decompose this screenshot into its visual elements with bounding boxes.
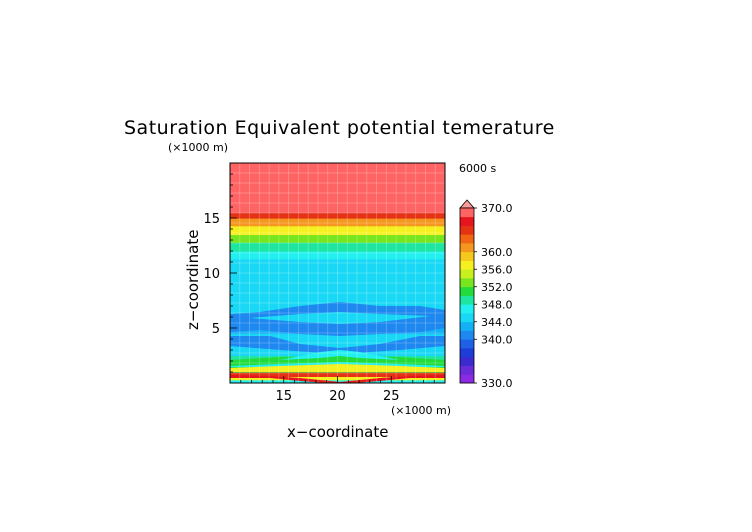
time-label: 6000 s <box>459 162 496 175</box>
colorbar-swatch <box>460 348 474 358</box>
x-tick-label: 25 <box>383 389 400 404</box>
contour-band <box>230 225 445 236</box>
colorbar-tick-label: 340.0 <box>481 333 513 346</box>
colorbar-extend-arrow <box>459 199 475 209</box>
colorbar-swatch <box>460 234 474 244</box>
contour-band <box>230 212 445 219</box>
colorbar-swatch <box>460 278 474 288</box>
contour-band <box>230 344 445 351</box>
y-tick-label: 15 <box>203 212 220 227</box>
colorbar-swatch <box>460 339 474 349</box>
contour-band <box>230 234 445 243</box>
colorbar-swatch <box>460 365 474 375</box>
colorbar: 370.0 360.0 356.0 352.0 348.0 344.0 340.0 330.0 <box>459 199 513 390</box>
colorbar-swatch <box>460 251 474 261</box>
y-tick-label: 10 <box>203 267 220 282</box>
colorbar-swatch <box>460 295 474 305</box>
colorbar-swatch <box>460 286 474 296</box>
contour-band <box>230 278 445 296</box>
contour-band <box>230 361 445 368</box>
colorbar-swatch <box>460 208 474 218</box>
colorbar-tick-label: 352.0 <box>481 281 513 294</box>
chart-title: Saturation Equivalent potential temeratu… <box>124 117 555 139</box>
contour-band <box>230 267 445 280</box>
colorbar-tick-label: 344.0 <box>481 316 513 329</box>
contour-band <box>230 258 445 269</box>
contour-band <box>230 242 445 252</box>
colorbar-swatch <box>460 330 474 340</box>
y-axis-label: z−coordinate <box>184 230 202 330</box>
colorbar-tick-label: 370.0 <box>481 202 513 215</box>
y-axis: 5 10 15 <box>203 173 237 373</box>
colorbar-tick-label: 330.0 <box>481 377 513 390</box>
colorbar-swatch <box>460 243 474 253</box>
colorbar-swatch <box>460 269 474 279</box>
contour-band <box>230 163 445 214</box>
contour-band <box>230 372 445 377</box>
colorbar-swatches <box>460 208 474 384</box>
colorbar-frame <box>459 207 475 384</box>
y-tick-label: 5 <box>212 322 220 337</box>
low-level-blue-contour <box>230 336 445 354</box>
colorbar-tick-label: 360.0 <box>481 246 513 259</box>
x-tick-label: 15 <box>275 389 292 404</box>
x-axis: 15 20 25 <box>240 376 435 404</box>
colorbar-swatch <box>460 374 474 384</box>
contour-band <box>230 333 445 346</box>
contour-band <box>230 251 445 260</box>
colorbar-swatch <box>460 225 474 235</box>
surface-yellow-layer <box>230 364 445 372</box>
low-level-cyan-arch <box>280 350 400 360</box>
colorbar-swatch <box>460 313 474 323</box>
colorbar-labels: 370.0 360.0 356.0 352.0 348.0 344.0 340.0 330.0 <box>474 202 513 390</box>
colorbar-swatch <box>460 260 474 270</box>
cell-grid <box>230 163 445 383</box>
plot-area <box>230 163 445 383</box>
contour-band <box>230 218 445 227</box>
x-unit-label: (×1000 m) <box>391 404 451 417</box>
colorbar-tick-label: 348.0 <box>481 298 513 311</box>
colorbar-swatch <box>460 304 474 314</box>
x-axis-label: x−coordinate <box>287 423 388 441</box>
colorbar-swatch <box>460 216 474 226</box>
x-tick-label: 20 <box>329 389 346 404</box>
colorbar-swatch <box>460 356 474 366</box>
mid-level-cyan-lens <box>250 312 430 324</box>
colorbar-tick-label: 356.0 <box>481 263 513 276</box>
colorbar-swatch <box>460 321 474 331</box>
y-unit-label: (×1000 m) <box>168 141 228 154</box>
